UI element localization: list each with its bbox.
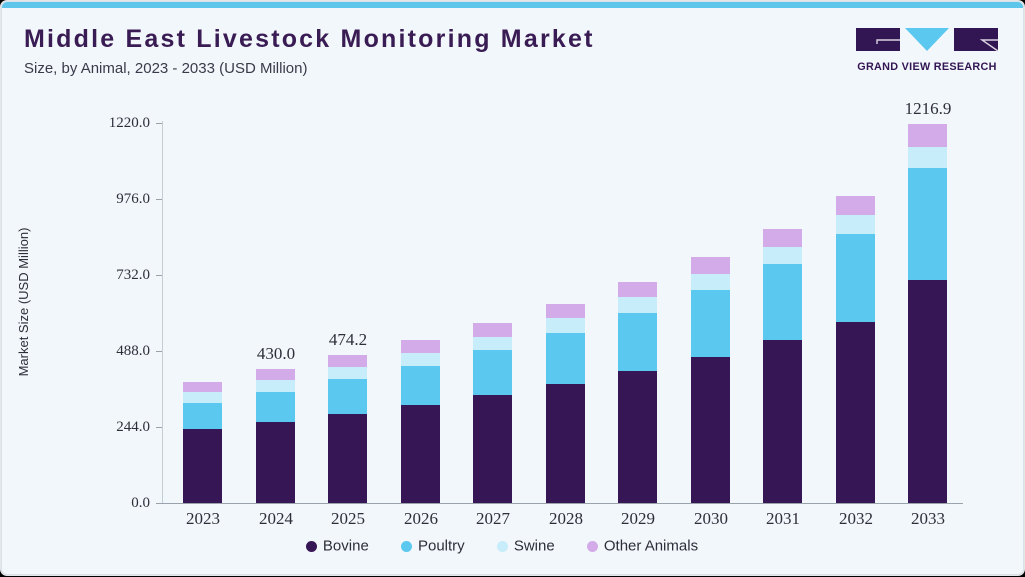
svg-text:GRAND VIEW RESEARCH: GRAND VIEW RESEARCH (857, 61, 996, 73)
